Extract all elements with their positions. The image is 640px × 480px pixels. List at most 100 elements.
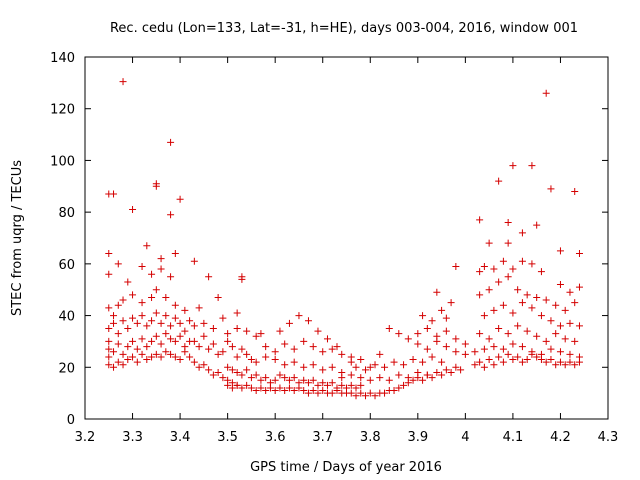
data-point bbox=[423, 325, 431, 332]
data-point bbox=[452, 348, 460, 356]
data-point bbox=[476, 291, 484, 299]
axis-ticks: 3.2 3.3 3.4 3.5 3.6 3.7 3.8 3.9 4 4.1 4.2 4.3 0 20 40 6… bbox=[50, 51, 618, 445]
data-point bbox=[119, 317, 127, 325]
data-point bbox=[328, 345, 336, 353]
data-point bbox=[547, 317, 555, 325]
data-point bbox=[247, 374, 255, 382]
data-point bbox=[552, 330, 560, 338]
data-point bbox=[428, 317, 436, 325]
data-point bbox=[171, 337, 179, 345]
data-point bbox=[309, 343, 317, 351]
data-point bbox=[238, 384, 246, 392]
data-point bbox=[276, 327, 284, 335]
data-point bbox=[556, 358, 564, 366]
y-tick-label: 40 bbox=[58, 310, 75, 325]
data-point bbox=[381, 389, 389, 397]
data-point bbox=[414, 374, 422, 382]
data-point bbox=[105, 250, 113, 258]
data-point bbox=[428, 353, 436, 361]
data-point bbox=[523, 327, 531, 335]
data-point bbox=[523, 356, 531, 364]
data-point bbox=[376, 374, 384, 382]
data-point bbox=[352, 392, 360, 400]
data-point bbox=[518, 358, 526, 366]
data-point bbox=[209, 371, 217, 379]
data-point bbox=[476, 358, 484, 366]
data-point bbox=[119, 78, 127, 86]
data-point bbox=[257, 330, 265, 338]
data-point bbox=[190, 358, 198, 366]
data-point bbox=[124, 356, 132, 364]
data-point bbox=[304, 379, 312, 387]
y-tick-label: 80 bbox=[58, 206, 75, 221]
data-point bbox=[480, 363, 488, 371]
data-point bbox=[252, 332, 260, 340]
data-point bbox=[509, 340, 517, 348]
data-point bbox=[566, 288, 574, 296]
data-point bbox=[252, 371, 260, 379]
data-point bbox=[114, 330, 122, 338]
plot-frame bbox=[84, 56, 609, 420]
data-point bbox=[556, 281, 564, 289]
data-point bbox=[129, 337, 137, 345]
data-point bbox=[552, 301, 560, 309]
data-point bbox=[167, 273, 175, 281]
data-point bbox=[442, 327, 450, 335]
data-point bbox=[518, 257, 526, 265]
data-point bbox=[357, 381, 365, 389]
data-point bbox=[247, 356, 255, 364]
data-point bbox=[300, 387, 308, 395]
data-point bbox=[518, 343, 526, 351]
data-point bbox=[381, 363, 389, 371]
data-point bbox=[119, 361, 127, 369]
data-point bbox=[457, 366, 465, 374]
data-point bbox=[247, 384, 255, 392]
data-point bbox=[195, 343, 203, 351]
data-point bbox=[575, 283, 583, 291]
data-point bbox=[338, 350, 346, 358]
data-point bbox=[181, 348, 189, 356]
data-point bbox=[138, 299, 146, 307]
data-point bbox=[528, 260, 536, 268]
data-point bbox=[219, 374, 227, 382]
data-point bbox=[105, 325, 113, 332]
y-tick-label: 120 bbox=[50, 103, 75, 118]
data-point bbox=[157, 265, 165, 273]
data-point bbox=[561, 335, 569, 343]
data-point bbox=[171, 250, 179, 258]
data-point bbox=[171, 314, 179, 322]
data-point bbox=[556, 247, 564, 255]
data-point bbox=[266, 384, 274, 392]
x-tick-label: 3.7 bbox=[312, 430, 333, 445]
data-point bbox=[323, 335, 331, 343]
data-point bbox=[290, 374, 298, 382]
data-point bbox=[238, 275, 246, 283]
data-point bbox=[257, 376, 265, 384]
data-point bbox=[357, 356, 365, 364]
data-point bbox=[571, 361, 579, 369]
data-point bbox=[200, 332, 208, 340]
data-point bbox=[423, 345, 431, 353]
data-point bbox=[490, 343, 498, 351]
data-point bbox=[186, 353, 194, 361]
data-point bbox=[504, 273, 512, 281]
data-point bbox=[495, 278, 503, 286]
data-point bbox=[200, 319, 208, 327]
data-point bbox=[518, 299, 526, 307]
data-point bbox=[352, 363, 360, 371]
data-point bbox=[105, 337, 113, 345]
data-point bbox=[419, 376, 427, 384]
data-point bbox=[347, 381, 355, 389]
data-point bbox=[143, 343, 151, 351]
data-point bbox=[114, 358, 122, 366]
data-point bbox=[133, 319, 141, 327]
data-point bbox=[533, 293, 541, 301]
data-point bbox=[357, 389, 365, 397]
data-point bbox=[105, 361, 113, 369]
data-point bbox=[333, 387, 341, 395]
data-point bbox=[105, 353, 113, 361]
data-point bbox=[333, 343, 341, 351]
x-tick-label: 3.5 bbox=[217, 430, 238, 445]
data-point bbox=[533, 221, 541, 229]
data-point bbox=[428, 374, 436, 382]
